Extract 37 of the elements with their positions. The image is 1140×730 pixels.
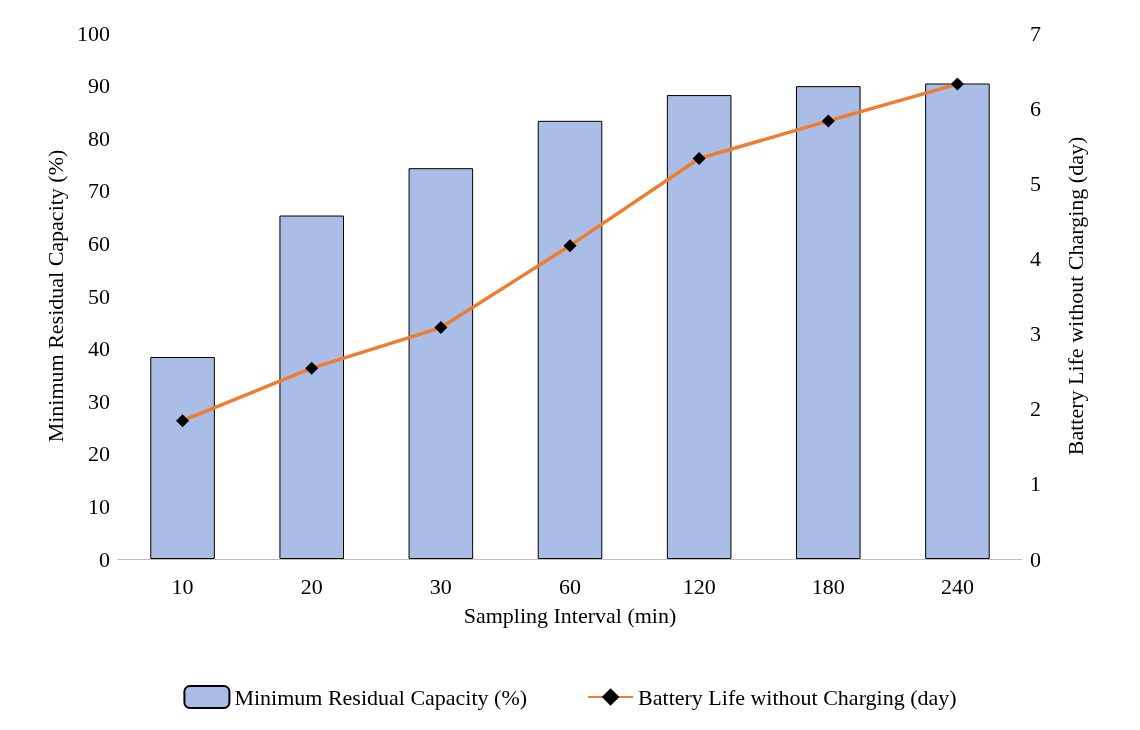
y2-tick-label: 1 <box>1030 471 1041 497</box>
x-tick-label: 10 <box>171 573 194 599</box>
x-tick-label: 30 <box>429 573 452 599</box>
x-tick-label: 180 <box>811 573 845 599</box>
bar <box>537 120 603 559</box>
bar <box>666 95 732 559</box>
x-tick-label: 20 <box>300 573 323 599</box>
y-tick-label: 50 <box>88 283 110 309</box>
bar <box>150 357 215 559</box>
x-tick-label: 120 <box>682 573 716 599</box>
y-tick-label: 100 <box>77 20 110 46</box>
y-tick-label: 30 <box>88 388 110 414</box>
bar <box>796 86 861 559</box>
y-tick-label: 60 <box>88 230 110 256</box>
y2-axis-title: Battery Life without Charging (day) <box>1062 136 1088 456</box>
y-tick-label: 80 <box>88 125 110 151</box>
y-tick-label: 10 <box>88 493 110 519</box>
bar <box>408 168 474 559</box>
y-tick-label: 90 <box>88 73 110 99</box>
y-tick-label: 40 <box>88 336 110 362</box>
y-axis-title: Minimum Residual Capacity (%) <box>42 149 68 443</box>
legend-label: Minimum Residual Capacity (%) <box>234 684 528 710</box>
y2-tick-label: 0 <box>1030 546 1041 572</box>
y-tick-label: 70 <box>88 178 110 204</box>
y2-tick-label: 4 <box>1030 245 1041 271</box>
x-tick-label: 60 <box>559 573 581 599</box>
y2-tick-label: 2 <box>1030 396 1041 422</box>
y2-tick-label: 3 <box>1030 321 1041 347</box>
y-tick-label: 0 <box>99 546 110 572</box>
y2-tick-label: 7 <box>1030 20 1041 46</box>
x-axis-title: Sampling Interval (min) <box>463 602 677 628</box>
y2-tick-label: 6 <box>1030 95 1041 121</box>
y-tick-label: 20 <box>88 441 110 467</box>
x-tick-label: 240 <box>940 573 974 599</box>
legend-label: Battery Life without Charging (day) <box>638 684 957 710</box>
y2-tick-label: 5 <box>1030 170 1041 196</box>
bar <box>279 215 344 559</box>
